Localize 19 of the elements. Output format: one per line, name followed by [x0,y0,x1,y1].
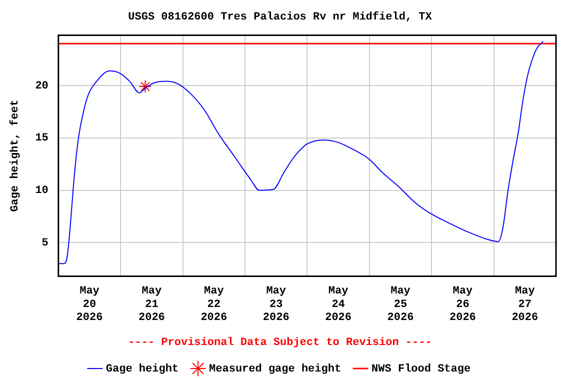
y-axis-title: Gage height, feet [8,100,22,212]
y-tick-label: 5 [42,237,49,250]
line-series [58,40,544,264]
x-tick-label: May 22 2026 [200,286,228,324]
y-tick-label: 10 [35,185,48,198]
y-tick-label: 15 [35,132,49,145]
legend-label: NWS Flood Stage [372,363,471,376]
x-tick-label: May 23 2026 [262,286,290,324]
x-tick-label: May 26 2026 [449,286,476,324]
text: ---- Provisional Data Subject to Revision ---- [128,337,432,350]
x-tick-label: May 20 2026 [76,286,103,324]
x-tick-label: May 27 2026 [512,286,538,324]
x-tick-label: May 24 2026 [325,286,352,324]
legend-label: Gage height [106,363,179,376]
x-tick-label: May 21 2026 [138,286,165,324]
chart-title: USGS 08162600 Tres Palacios Rv nr Midfield, TX [128,10,432,24]
y-tick-label: 20 [35,80,48,92]
legend-label: Measured gage height [209,363,342,376]
x-tick-label: May 25 2026 [387,286,414,324]
